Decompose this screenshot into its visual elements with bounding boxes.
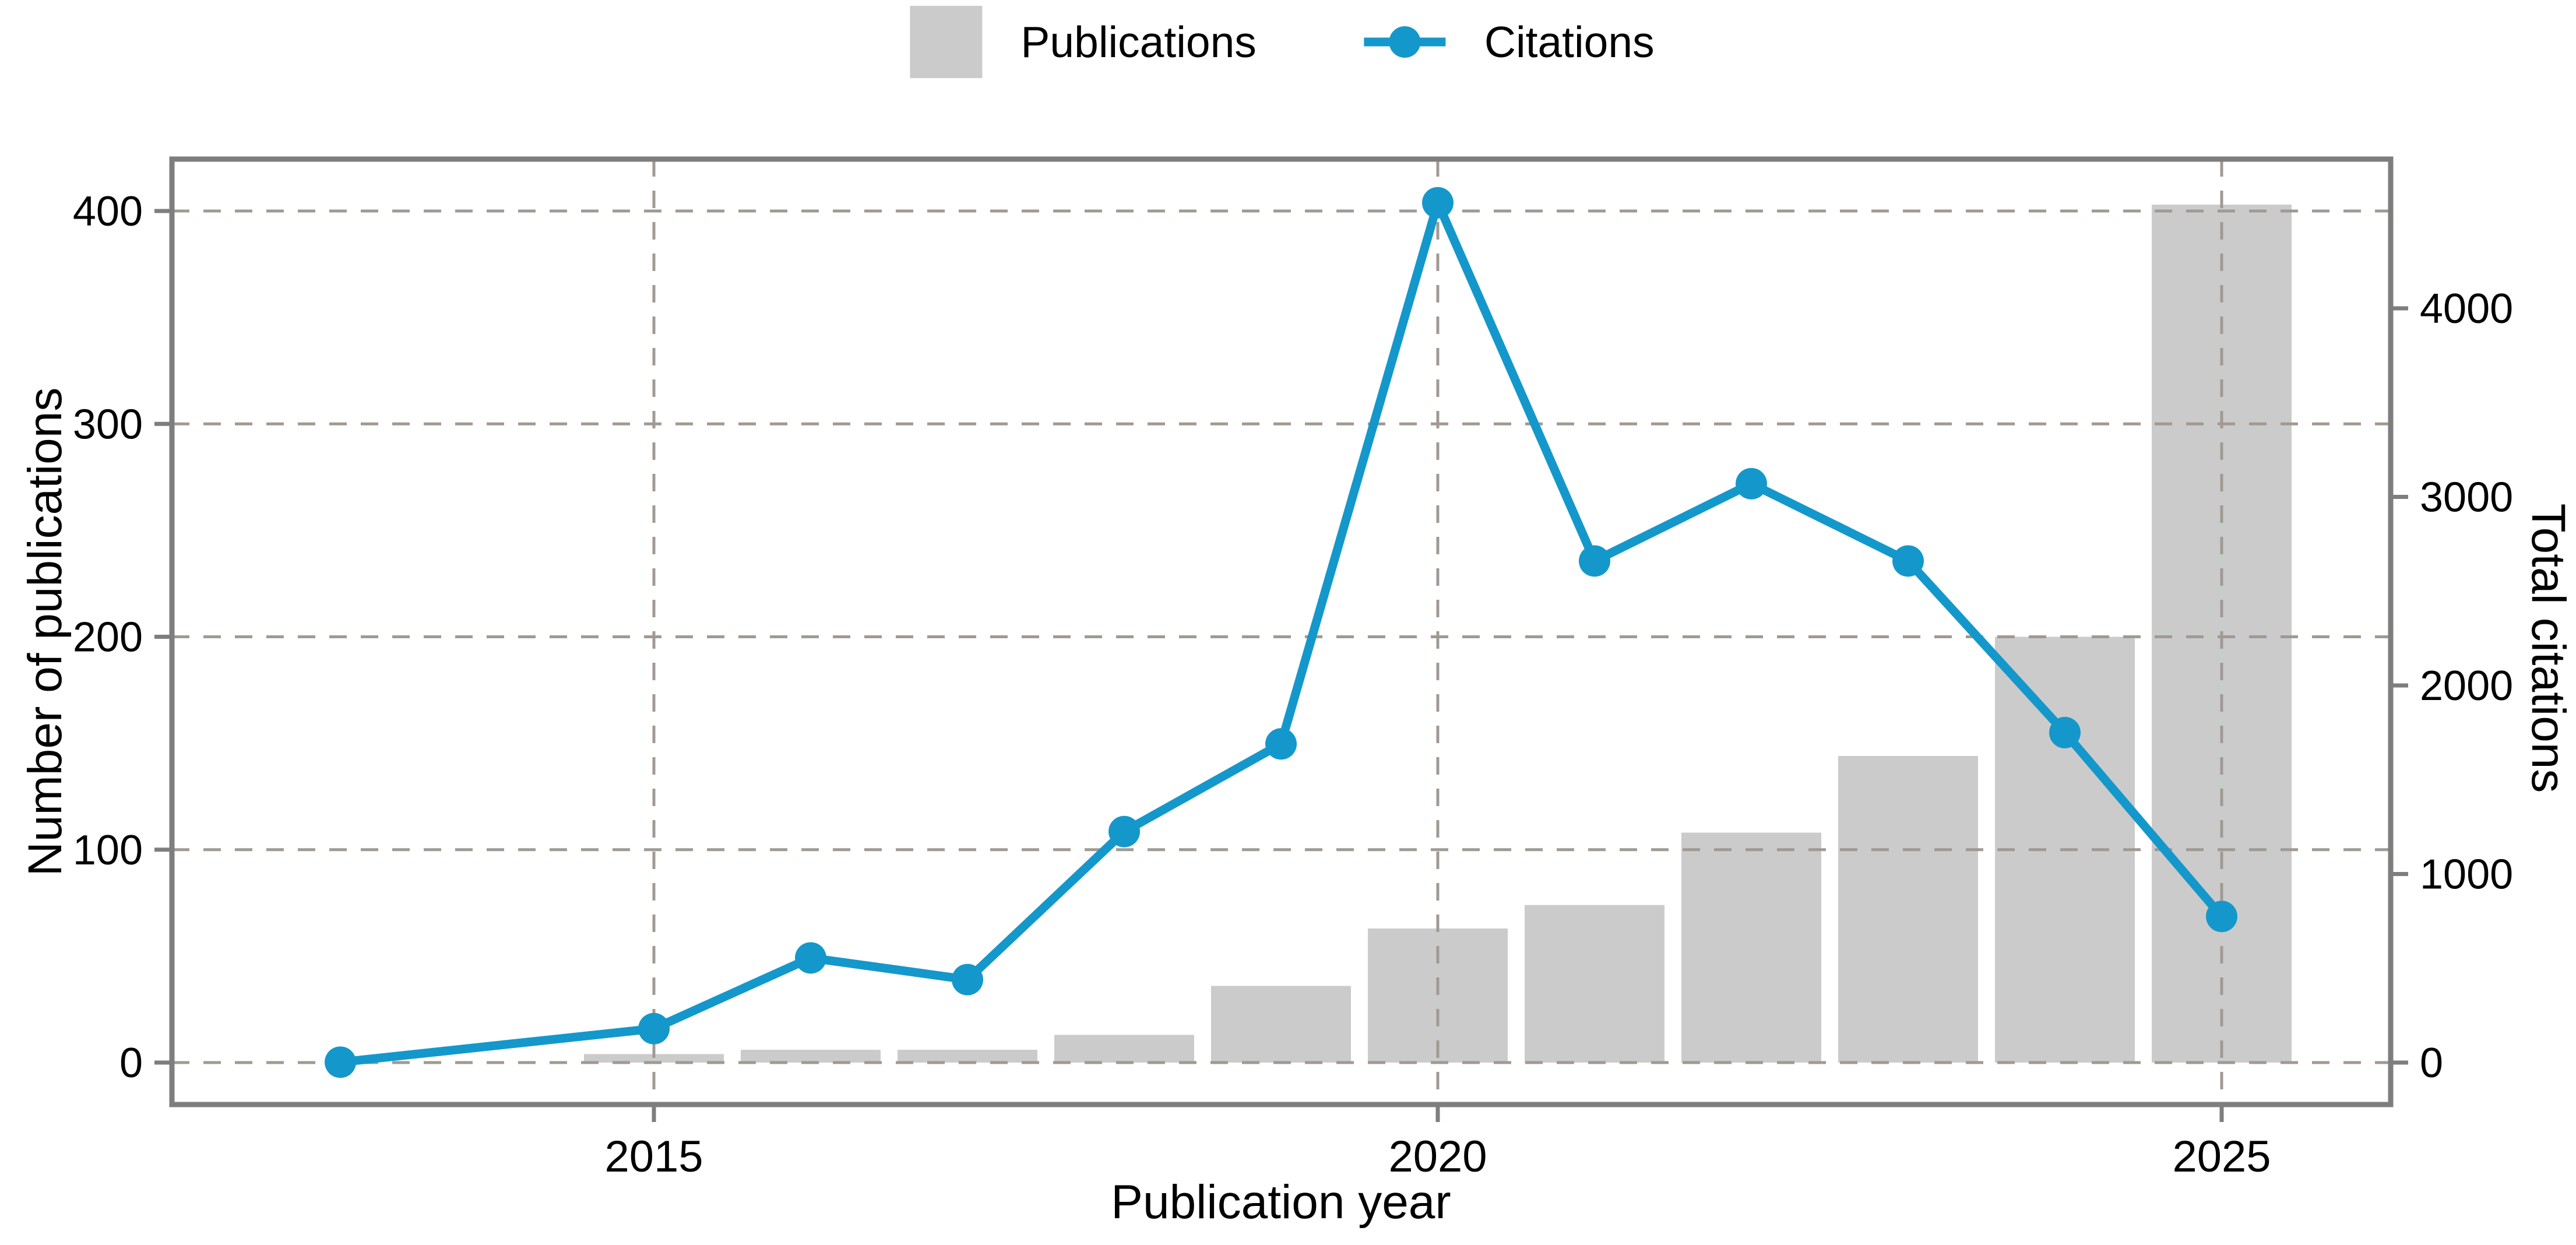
x-tick-label: 2015	[604, 1132, 703, 1181]
y-right-tick-label: 4000	[2420, 286, 2513, 332]
citations-point	[952, 963, 983, 996]
citations-point	[795, 942, 826, 974]
citations-point	[325, 1046, 356, 1078]
y-right-axis-title: Total citations	[2522, 503, 2575, 793]
publications-bar	[1211, 986, 1351, 1063]
y-right-tick-label: 1000	[2420, 852, 2513, 898]
publications-bar	[898, 1050, 1037, 1063]
y-left-tick-label: 100	[73, 827, 143, 874]
legend-label-citations: Citations	[1484, 17, 1655, 66]
y-left-tick-label: 0	[119, 1040, 143, 1086]
chart-legend: Publications Citations	[910, 6, 1655, 78]
legend-label-publications: Publications	[1020, 17, 1257, 66]
y-left-axis-title: Number of publications	[19, 387, 72, 877]
publications-bar	[584, 1054, 724, 1063]
citations-point	[2206, 901, 2237, 933]
y-right-tick-label: 2000	[2420, 663, 2513, 709]
citations-point	[1108, 815, 1140, 847]
citations-point	[1265, 728, 1297, 760]
legend-item-citations: Citations	[1364, 6, 1655, 78]
y-left-tick-label: 300	[73, 401, 143, 448]
citations-point	[2049, 716, 2081, 748]
legend-item-publications: Publications	[910, 6, 1257, 78]
y-left-tick-label: 200	[73, 614, 143, 661]
citations-point	[1579, 545, 1610, 577]
citations-point	[1422, 187, 1454, 219]
x-tick-label: 2020	[1388, 1132, 1487, 1181]
citations-line	[336, 198, 2226, 1067]
citations-point	[1736, 467, 1767, 500]
publications-bar	[1054, 1035, 1194, 1063]
citations-line-dot-icon	[1364, 6, 1446, 78]
publications-swatch-icon	[910, 6, 983, 78]
y-right-tick-label: 0	[2420, 1040, 2443, 1086]
publications-bar	[1838, 756, 1978, 1063]
publications-bar	[1525, 905, 1664, 1063]
publications-bar	[1681, 832, 1821, 1063]
y-left-tick-label: 400	[73, 188, 143, 235]
citations-point	[1892, 545, 1924, 577]
x-tick-label: 2025	[2172, 1132, 2271, 1181]
citations-point	[638, 1012, 670, 1044]
y-right-tick-label: 3000	[2420, 474, 2513, 521]
publications-bar	[741, 1050, 881, 1063]
plot-frame	[169, 156, 2394, 1107]
x-axis-title: Publication year	[1111, 1176, 1451, 1229]
